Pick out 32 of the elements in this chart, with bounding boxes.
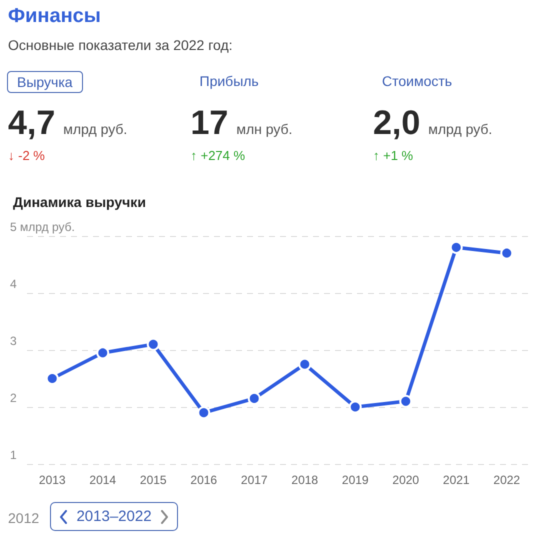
x-tick-label: 2016 [190, 473, 218, 487]
text: Финансы [8, 5, 101, 28]
x-tick-label: 2021 [442, 473, 470, 487]
chart-title: Динамика выручки [13, 194, 146, 210]
text: млрд руб. [428, 121, 492, 137]
y-tick-label: 2 [10, 391, 17, 405]
text: Прибыль [200, 72, 259, 91]
text: Основные показатели за 2022 год: [8, 37, 233, 53]
x-tick-label: 2018 [291, 473, 318, 487]
x-tick-label: 2019 [342, 473, 369, 487]
text: 4,7 [8, 104, 56, 143]
x-tick-label: 2020 [392, 473, 420, 487]
x-tick-label: 2013 [38, 473, 66, 487]
y-tick-label: 5 млрд руб. [10, 220, 75, 234]
y-tick-label: 1 [10, 448, 17, 462]
text: 17 [190, 104, 228, 143]
text: млн руб. [236, 121, 292, 137]
x-tick-label: 2014 [89, 473, 116, 487]
text: ↑ +1 % [373, 148, 414, 163]
text: Выручка [7, 71, 83, 93]
text: 2012 [8, 510, 40, 526]
x-tick-label: 2015 [140, 473, 167, 487]
text: ↑ +274 % [190, 148, 246, 163]
y-tick-label: 4 [10, 277, 17, 291]
x-tick-label: 2017 [240, 473, 268, 487]
text: 2,0 [373, 104, 420, 143]
y-tick-label: 3 [10, 334, 17, 348]
x-tick-label: 2022 [493, 473, 520, 487]
text: млрд руб. [63, 121, 128, 137]
text: Стоимость [382, 72, 452, 91]
text: ↓ -2 % [8, 148, 45, 163]
text: 2013–2022 [76, 508, 152, 525]
